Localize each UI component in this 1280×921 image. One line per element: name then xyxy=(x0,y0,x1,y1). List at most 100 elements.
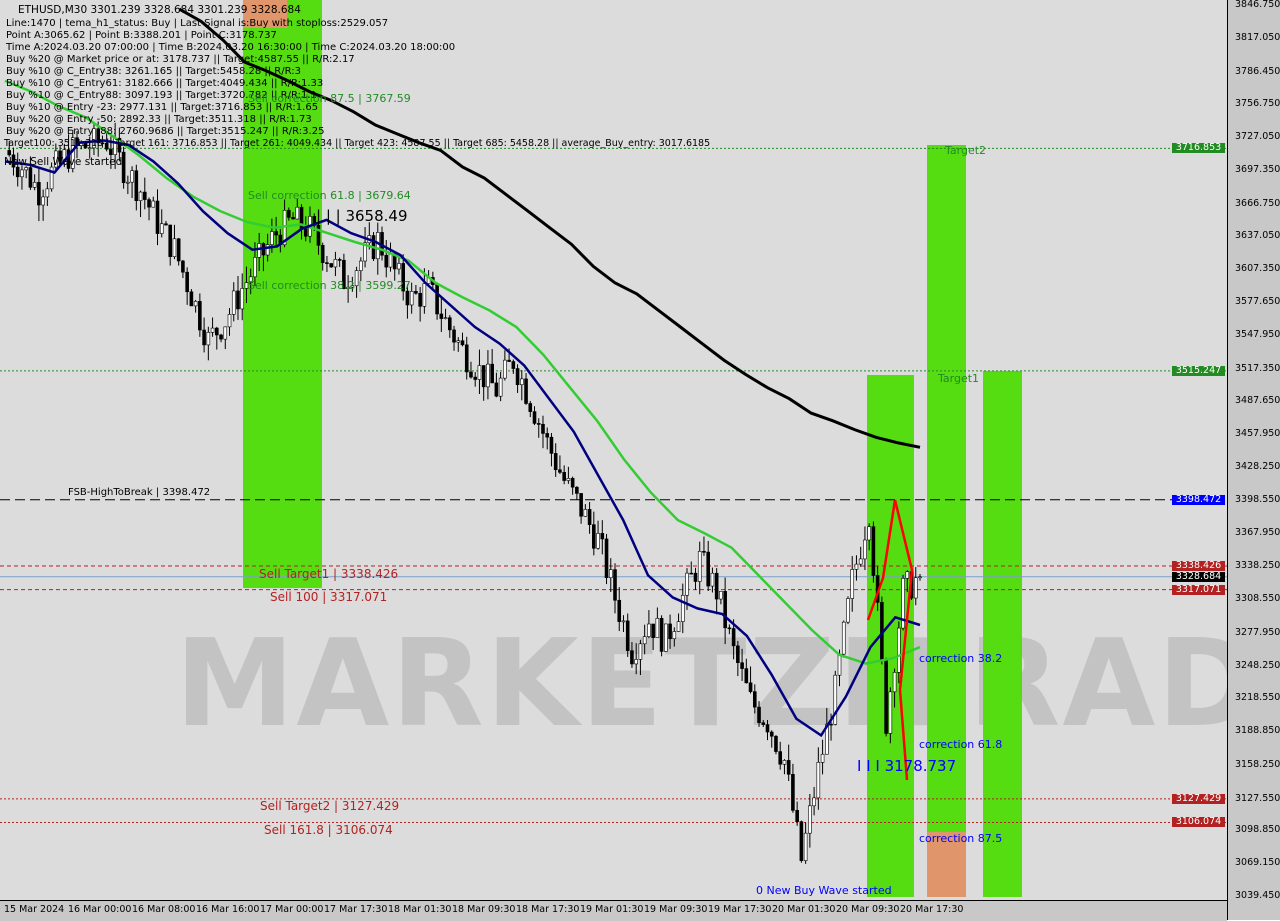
price-level-tag: 3338.426 xyxy=(1172,561,1225,572)
candle xyxy=(104,142,109,150)
info-line: Buy %10 @ C_Entry38: 3261.165 || Target:… xyxy=(6,66,301,77)
price-level-tag: 3328.684 xyxy=(1172,571,1225,582)
symbol-line: ETHUSD,M30 3301.239 3328.684 3301.239 33… xyxy=(18,4,301,16)
candle xyxy=(354,270,359,287)
candle xyxy=(507,359,511,362)
candle xyxy=(752,691,757,708)
candle xyxy=(575,486,579,494)
candle xyxy=(579,493,583,517)
candle xyxy=(812,797,816,807)
candle xyxy=(32,182,37,188)
candle xyxy=(774,735,778,752)
candle xyxy=(469,371,473,378)
candle xyxy=(723,591,727,629)
y-tick-label: 3098.850 xyxy=(1235,824,1280,836)
candle xyxy=(841,621,846,655)
candle xyxy=(198,301,202,331)
y-tick-label: 3367.950 xyxy=(1235,527,1280,539)
abc-pattern-line xyxy=(893,499,914,781)
correction-875-label: correction 87.5 xyxy=(919,832,1003,845)
candle xyxy=(401,263,405,292)
y-tick-label: 3577.650 xyxy=(1235,296,1280,307)
sell-correction-382-label: Sell correction 38.2 | 3599.27 xyxy=(248,279,411,292)
candle xyxy=(714,572,719,600)
candle xyxy=(159,223,164,234)
candle xyxy=(511,361,516,369)
info-line: Buy %20 @ Entry -50: 2892.33 || Target:3… xyxy=(6,114,312,125)
chart-plot-area[interactable]: MARKETZITRADE ETHUSD,M30 3301.239 3328.6… xyxy=(0,0,1280,900)
candle xyxy=(223,326,228,340)
candle xyxy=(219,334,223,340)
candle xyxy=(303,228,308,237)
x-tick-label: 20 Mar 09:30 xyxy=(836,904,900,915)
buy-target-zone xyxy=(867,375,914,897)
candle xyxy=(447,317,452,331)
candle xyxy=(816,762,821,799)
candle xyxy=(236,290,240,310)
candle xyxy=(808,805,812,834)
y-tick-label: 3218.550 xyxy=(1235,692,1280,704)
candle xyxy=(45,188,50,198)
x-tick-label: 19 Mar 09:30 xyxy=(644,904,708,915)
sell-zone-top xyxy=(243,0,287,28)
y-tick-label: 3277.950 xyxy=(1235,626,1280,638)
candle xyxy=(651,623,655,638)
candle xyxy=(172,238,177,257)
high-mark-label: | | | 3658.49 xyxy=(316,207,408,225)
x-tick-label: 20 Mar 17:30 xyxy=(900,904,964,915)
candle xyxy=(846,598,850,623)
sell-target2-label: Sell Target2 | 3127.429 xyxy=(260,799,400,813)
y-tick-label: 3457.950 xyxy=(1235,428,1280,440)
candle xyxy=(24,167,28,171)
y-tick-label: 3188.850 xyxy=(1235,725,1280,737)
candle xyxy=(202,329,206,346)
y-tick-label: 3308.550 xyxy=(1235,593,1280,604)
candle xyxy=(549,436,554,454)
sell-correction-875-label: Sell correction 87.5 | 3767.59 xyxy=(248,92,411,105)
y-tick-label: 3338.250 xyxy=(1235,560,1280,572)
price-level-tag: 3127.429 xyxy=(1172,793,1225,804)
candle xyxy=(820,753,825,763)
candle xyxy=(668,623,672,640)
price-axis[interactable]: 3846.750 3817.050 3786.450 3756.750 3727.050… xyxy=(1227,0,1280,920)
candle xyxy=(795,810,799,822)
point-c-label: I I I 3178.737 xyxy=(857,757,957,775)
candle xyxy=(570,478,575,488)
info-line: Time A:2024.03.20 07:00:00 | Time B:2024… xyxy=(6,42,456,53)
candle xyxy=(706,551,710,587)
y-tick-label: 3069.150 xyxy=(1235,857,1280,869)
candle xyxy=(638,643,643,660)
sell-zone xyxy=(243,0,322,588)
candle xyxy=(388,253,393,268)
candle xyxy=(147,199,151,208)
info-line: Point A:3065.62 | Point B:3388.201 | Poi… xyxy=(6,30,277,41)
x-tick-label: 18 Mar 17:30 xyxy=(516,904,580,915)
candle xyxy=(151,200,156,208)
candle xyxy=(897,627,901,673)
candle xyxy=(858,558,863,565)
candle xyxy=(58,150,62,162)
candle xyxy=(244,282,249,289)
candle xyxy=(49,166,54,190)
candle xyxy=(867,526,871,541)
candle xyxy=(676,621,681,632)
x-tick-label: 18 Mar 01:30 xyxy=(388,904,452,915)
candle xyxy=(604,538,609,578)
x-tick-label: 16 Mar 00:00 xyxy=(68,904,132,915)
candle xyxy=(316,224,321,246)
candle xyxy=(761,722,766,725)
candle xyxy=(736,645,740,663)
time-axis[interactable]: 15 Mar 2024 16 Mar 00:00 16 Mar 08:00 16 Ma… xyxy=(0,900,1227,921)
candle xyxy=(384,254,389,268)
candle xyxy=(414,291,418,294)
candle xyxy=(490,363,494,384)
candle xyxy=(803,832,808,861)
y-tick-label: 3248.250 xyxy=(1235,659,1280,671)
ma-fast-line xyxy=(4,139,921,738)
x-tick-label: 20 Mar 01:30 xyxy=(772,904,836,915)
candle xyxy=(92,128,96,149)
candle xyxy=(96,128,100,144)
info-line: Buy %10 @ C_Entry61: 3182.666 || Target:… xyxy=(6,78,324,89)
x-tick-label: 19 Mar 01:30 xyxy=(580,904,644,915)
candle xyxy=(253,257,257,278)
